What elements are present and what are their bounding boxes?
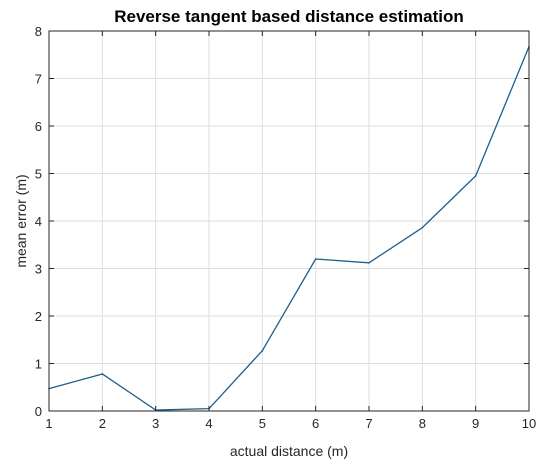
chart-title: Reverse tangent based distance estimatio… [114, 7, 464, 26]
x-tick-label: 6 [312, 416, 319, 431]
x-tick-label: 10 [522, 416, 536, 431]
y-tick-label: 3 [35, 262, 42, 277]
data-point [314, 258, 317, 260]
data-point [101, 373, 104, 375]
x-tick-label: 1 [45, 416, 52, 431]
y-tick-label: 2 [35, 309, 42, 324]
y-tick-label: 1 [35, 357, 42, 372]
x-axis-label: actual distance (m) [230, 443, 348, 459]
data-point [368, 262, 370, 264]
x-tick-label: 8 [419, 416, 426, 431]
data-point [261, 349, 264, 352]
data-point [474, 175, 477, 177]
x-tick-label: 9 [472, 416, 479, 431]
x-tick-label: 7 [365, 416, 372, 431]
x-tick-label: 4 [205, 416, 212, 431]
y-tick-label: 5 [35, 167, 42, 182]
y-tick-label: 0 [35, 404, 42, 419]
y-tick-label: 4 [35, 214, 42, 229]
y-tick-label: 7 [35, 72, 42, 87]
series-line [48, 46, 530, 411]
plot-layer [48, 45, 530, 411]
data-point [421, 226, 424, 229]
y-tick-label: 6 [35, 119, 42, 134]
y-axis-label: mean error (m) [13, 174, 29, 267]
x-tick-label: 2 [99, 416, 106, 431]
y-tick-label: 8 [35, 24, 42, 39]
x-tick-label: 3 [152, 416, 159, 431]
x-tick-label: 5 [259, 416, 266, 431]
grid-layer [48, 30, 530, 412]
